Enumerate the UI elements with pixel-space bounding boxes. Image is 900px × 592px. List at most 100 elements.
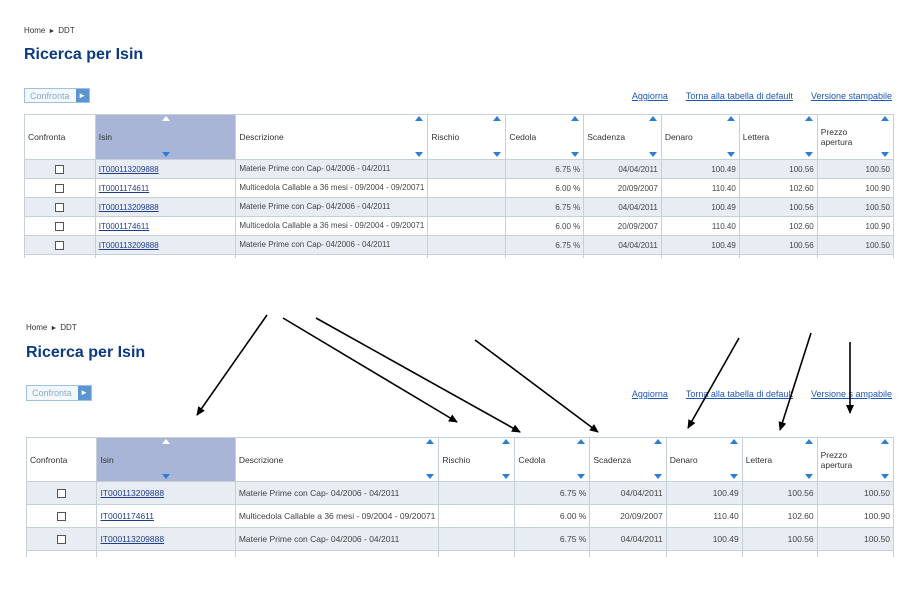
col-header-cedola[interactable]: Cedola bbox=[514, 437, 591, 482]
confronta-button[interactable]: Confronta ► bbox=[24, 88, 90, 103]
confronta-button-label: Confronta bbox=[32, 388, 72, 398]
col-header-lettera[interactable]: Lettera bbox=[738, 114, 818, 160]
open-price-cell: 100.90 bbox=[816, 216, 894, 236]
col-header-descrizione[interactable]: Descrizione bbox=[235, 114, 429, 160]
col-header-rischio[interactable]: Rischio bbox=[427, 114, 507, 160]
sort-desc-icon[interactable] bbox=[161, 152, 170, 157]
print-version-link[interactable]: Versione stampabile bbox=[810, 91, 892, 101]
sort-desc-icon[interactable] bbox=[571, 152, 580, 157]
compare-checkbox[interactable] bbox=[57, 535, 67, 545]
sort-desc-icon[interactable] bbox=[577, 474, 586, 479]
compare-checkbox[interactable] bbox=[55, 164, 65, 174]
sort-desc-icon[interactable] bbox=[729, 474, 738, 479]
sort-desc-icon[interactable] bbox=[804, 474, 813, 479]
compare-checkbox[interactable] bbox=[55, 202, 65, 212]
sort-asc-icon[interactable] bbox=[648, 116, 657, 121]
sort-desc-icon[interactable] bbox=[881, 152, 889, 157]
sort-asc-icon[interactable] bbox=[729, 439, 738, 444]
sort-desc-icon[interactable] bbox=[804, 152, 813, 157]
description-cell: Multicedola Callable a 36 mesi - 09/2004… bbox=[234, 504, 440, 528]
isin-link[interactable]: IT000113209888 bbox=[100, 488, 165, 498]
ask-cell: 102.60 bbox=[738, 178, 818, 198]
sort-desc-icon[interactable] bbox=[726, 152, 735, 157]
col-header-scadenza[interactable]: Scadenza bbox=[589, 437, 667, 482]
open-price-cell: 100.50 bbox=[816, 197, 894, 217]
sort-asc-icon[interactable] bbox=[881, 116, 889, 121]
isin-link[interactable]: IT0001174611 bbox=[98, 221, 150, 231]
compare-checkbox[interactable] bbox=[55, 240, 65, 250]
confronta-button[interactable]: Confronta ► bbox=[26, 385, 92, 401]
sort-asc-icon[interactable] bbox=[571, 116, 580, 121]
col-header-descrizione[interactable]: Descrizione bbox=[234, 437, 440, 482]
default-table-link[interactable]: Torna alla tabella di default bbox=[685, 91, 793, 101]
refresh-link[interactable]: Aggiorna bbox=[631, 389, 668, 399]
breadcrumb-home-link[interactable]: Home bbox=[26, 323, 48, 332]
sort-asc-icon[interactable] bbox=[804, 116, 813, 121]
col-header-isin[interactable]: Isin bbox=[94, 114, 237, 160]
maturity-cell: 20/09/2007 bbox=[589, 504, 667, 528]
coupon-cell: 6.00 % bbox=[505, 216, 585, 236]
isin-cell bbox=[96, 550, 236, 557]
sort-desc-icon[interactable] bbox=[493, 152, 502, 157]
sort-asc-icon[interactable] bbox=[726, 116, 735, 121]
compare-checkbox[interactable] bbox=[57, 489, 67, 499]
sort-asc-icon[interactable] bbox=[415, 116, 424, 121]
col-header-lettera-label: Lettera bbox=[745, 454, 773, 465]
col-header-isin[interactable]: Isin bbox=[96, 437, 236, 482]
sort-asc-icon[interactable] bbox=[804, 439, 813, 444]
isin-link[interactable]: IT000113209888 bbox=[100, 534, 165, 544]
col-header-scadenza[interactable]: Scadenza bbox=[583, 114, 662, 160]
refresh-link[interactable]: Aggiorna bbox=[631, 91, 668, 101]
open-price-cell: 100.50 bbox=[816, 159, 894, 179]
sort-asc-icon[interactable] bbox=[577, 439, 586, 444]
maturity-cell bbox=[589, 550, 667, 557]
isin-link[interactable]: IT000113209888 bbox=[98, 202, 159, 212]
compare-checkbox[interactable] bbox=[55, 221, 65, 231]
sort-desc-icon[interactable] bbox=[502, 474, 511, 479]
print-version-link[interactable]: Versione s ampabile bbox=[810, 389, 892, 399]
isin-link[interactable]: IT0001174611 bbox=[100, 511, 155, 521]
col-header-lettera[interactable]: Lettera bbox=[741, 437, 818, 482]
description-cell: Materie Prime con Cap- 04/2006 - 04/2011 bbox=[235, 235, 429, 255]
sort-desc-icon[interactable] bbox=[881, 474, 889, 479]
col-header-prezzo-apertura[interactable]: Prezzo apertura bbox=[816, 114, 894, 160]
open-price-cell: 100.90 bbox=[816, 504, 894, 528]
sort-asc-icon[interactable] bbox=[493, 116, 502, 121]
sort-desc-icon[interactable] bbox=[648, 152, 657, 157]
breadcrumb-home-link[interactable]: Home bbox=[24, 26, 46, 35]
sort-asc-icon[interactable] bbox=[502, 439, 511, 444]
col-header-denaro-label: Denaro bbox=[664, 132, 693, 142]
isin-link[interactable]: IT000113209888 bbox=[98, 240, 159, 250]
risk-cell bbox=[427, 216, 507, 236]
isin-cell: IT000113209888 bbox=[94, 235, 237, 255]
table-row: IT0001174611 Multicedola Callable a 36 me… bbox=[26, 504, 894, 528]
col-header-prezzo-apertura[interactable]: Prezzo apertura bbox=[816, 437, 894, 482]
sort-asc-icon[interactable] bbox=[653, 439, 662, 444]
col-header-rischio-label: Rischio bbox=[442, 454, 471, 465]
table-actions: Aggiorna Torna alla tabella di default V… bbox=[632, 91, 892, 101]
confronta-button-label: Confronta bbox=[30, 91, 70, 101]
col-header-denaro[interactable]: Denaro bbox=[660, 114, 740, 160]
sort-desc-icon[interactable] bbox=[653, 474, 662, 479]
sort-desc-icon[interactable] bbox=[415, 152, 424, 157]
sort-desc-icon[interactable] bbox=[162, 474, 171, 479]
default-table-link[interactable]: Torna alla tabella di default bbox=[685, 389, 793, 399]
sort-asc-icon[interactable] bbox=[162, 439, 171, 444]
bid-cell: 110.40 bbox=[660, 216, 740, 236]
isin-link[interactable]: IT0001174611 bbox=[98, 183, 150, 193]
sort-asc-icon[interactable] bbox=[881, 439, 889, 444]
col-header-rischio[interactable]: Rischio bbox=[438, 437, 516, 482]
sort-asc-icon[interactable] bbox=[426, 439, 435, 444]
ask-cell bbox=[738, 254, 818, 258]
col-header-cedola[interactable]: Cedola bbox=[505, 114, 585, 160]
isin-link[interactable]: IT000113209888 bbox=[98, 164, 159, 174]
compare-checkbox[interactable] bbox=[57, 512, 67, 522]
bid-cell: 100.49 bbox=[660, 159, 740, 179]
col-header-denaro[interactable]: Denaro bbox=[665, 437, 743, 482]
isin-cell: IT000113209888 bbox=[94, 197, 237, 217]
isin-cell: IT000113209888 bbox=[94, 159, 237, 179]
sort-desc-icon[interactable] bbox=[426, 474, 435, 479]
sort-asc-icon[interactable] bbox=[161, 116, 170, 121]
compare-checkbox[interactable] bbox=[55, 183, 65, 193]
description-cell: Multicedola Callable a 36 mesi - 09/2004… bbox=[235, 178, 429, 198]
